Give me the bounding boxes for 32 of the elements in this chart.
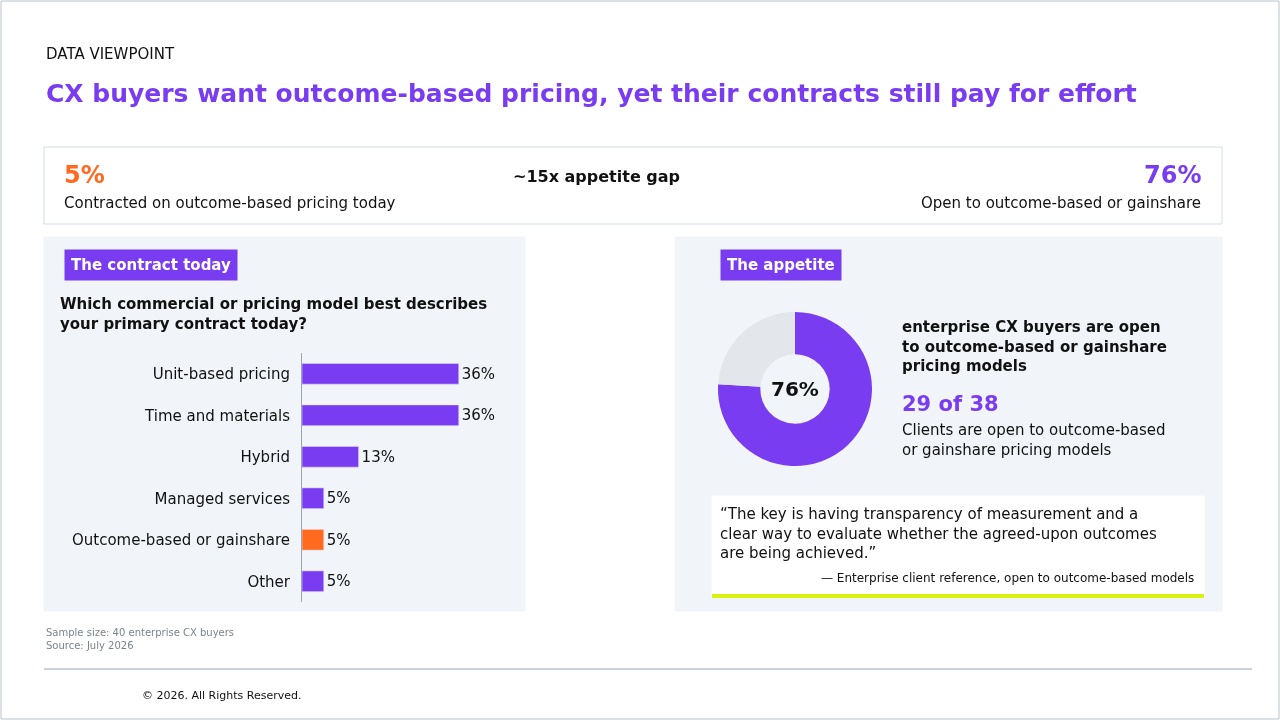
text: Sample size: 40 enterprise CX buyers xyxy=(46,627,235,638)
chart-subtitle: Which commercial or pricing model best describes your primary contract today? xyxy=(60,295,488,333)
text: Open to outcome-based or gainshare xyxy=(921,194,1202,212)
data-label: 36% xyxy=(461,364,496,383)
text: CX buyers want outcome-based pricing, yet their contracts still pay for effort xyxy=(46,79,1137,108)
text: © 2026. All Rights Reserved. xyxy=(142,689,302,702)
data-label: 13% xyxy=(361,447,395,466)
text: 29 of 38 xyxy=(902,392,999,416)
source-note: Source: July 2026 xyxy=(46,640,134,651)
y-tick-label: Time and materials xyxy=(144,406,291,425)
text: Clients are open to outcome-based or gainshare pricing models xyxy=(902,421,1166,459)
text: 5% xyxy=(64,161,105,189)
y-tick-label: Hybrid xyxy=(240,448,290,466)
text: DATA VIEWPOINT xyxy=(46,45,175,63)
y-tick-label: Managed services xyxy=(154,489,291,508)
text: 76% xyxy=(1144,161,1202,189)
data-label: 36% xyxy=(461,406,496,425)
data-label: 5% xyxy=(326,530,351,549)
text: — Enterprise client reference, open to outcome-based models xyxy=(821,571,1195,585)
text: “The key is having transparency of measurement and a clear way to evaluate whether the agreed-upon outcomes are being achieved.” xyxy=(720,505,1157,562)
data-label: 5% xyxy=(326,489,351,508)
text: Contracted on outcome-based pricing today xyxy=(64,194,396,212)
chart-title: The appetite xyxy=(727,256,835,274)
y-tick-label: Other xyxy=(247,572,291,591)
y-tick-label: Unit-based pricing xyxy=(152,365,290,383)
text: The contract today xyxy=(71,256,232,274)
text: ~15x appetite gap xyxy=(513,167,681,186)
data-label: 76% xyxy=(771,377,819,401)
y-tick-label: Outcome-based or gainshare xyxy=(72,531,290,549)
data-label: 5% xyxy=(326,572,351,591)
donut-slice xyxy=(718,312,872,466)
text: enterprise CX buyers are open to outcome-based or gainshare pricing models xyxy=(902,318,1167,375)
